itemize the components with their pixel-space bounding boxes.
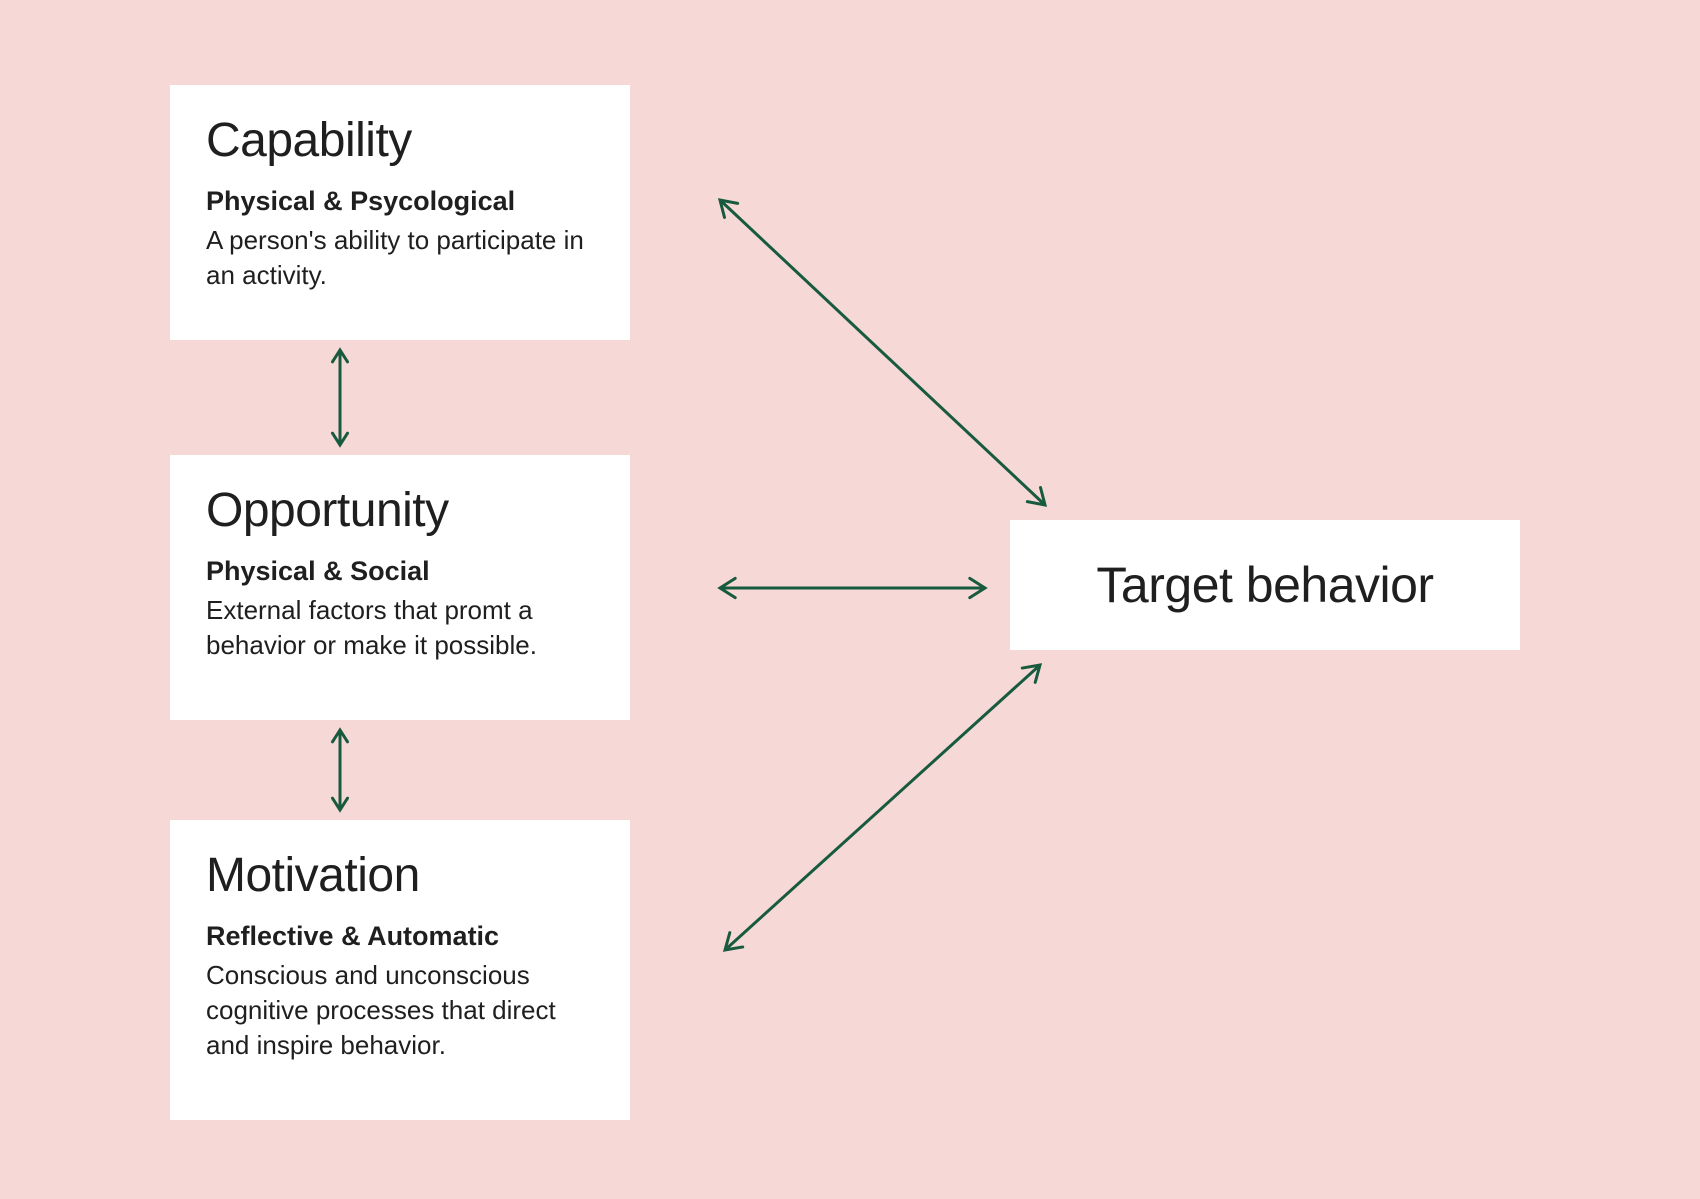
- target-label: Target behavior: [1096, 556, 1433, 614]
- motivation-title: Motivation: [206, 848, 594, 903]
- opportunity-title: Opportunity: [206, 483, 594, 538]
- node-capability: Capability Physical & Psycological A per…: [170, 85, 630, 340]
- opportunity-subtitle: Physical & Social: [206, 556, 594, 587]
- diagram-canvas: Capability Physical & Psycological A per…: [0, 0, 1700, 1199]
- opportunity-body: External factors that promt a behavior o…: [206, 593, 586, 663]
- node-opportunity: Opportunity Physical & Social External f…: [170, 455, 630, 720]
- motivation-subtitle: Reflective & Automatic: [206, 921, 594, 952]
- capability-subtitle: Physical & Psycological: [206, 186, 594, 217]
- node-target: Target behavior: [1010, 520, 1520, 650]
- capability-body: A person's ability to participate in an …: [206, 223, 586, 293]
- motivation-body: Conscious and unconscious cognitive proc…: [206, 958, 586, 1063]
- node-motivation: Motivation Reflective & Automatic Consci…: [170, 820, 630, 1120]
- capability-title: Capability: [206, 113, 594, 168]
